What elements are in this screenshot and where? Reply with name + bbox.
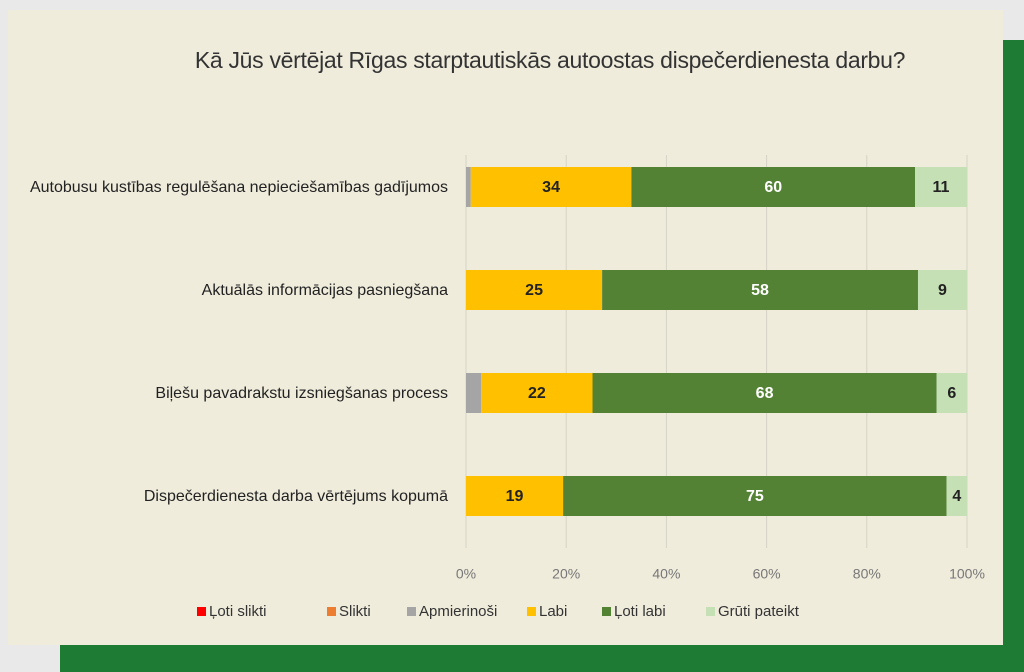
legend-marker [327, 607, 336, 616]
bar-segment [466, 373, 482, 413]
x-tick-label: 80% [853, 566, 881, 582]
data-label: 22 [528, 385, 546, 402]
bar-segment [466, 270, 603, 310]
data-label: 4 [952, 488, 961, 505]
data-label: 9 [938, 282, 947, 299]
category-text: Aktuālās informācijas pasniegšana [201, 281, 448, 299]
bar-segment [466, 476, 564, 516]
legend-label: Slikti [339, 603, 371, 620]
bar-segment [466, 167, 471, 207]
data-label: 75 [746, 488, 764, 505]
legend-label: Ļoti labi [614, 603, 666, 620]
y-tick-label: Autobusu kustības regulēšana nepieciešam… [20, 162, 448, 212]
legend-marker [407, 607, 416, 616]
bar-segment [631, 167, 916, 207]
data-label: 19 [506, 488, 524, 505]
x-tick-label: 0% [456, 566, 476, 582]
x-tick-label: 100% [949, 566, 985, 582]
y-tick-label: Biļešu pavadrakstu izsniegšanas process [20, 368, 448, 418]
data-label: 11 [933, 179, 950, 196]
legend-label: Ļoti slikti [209, 603, 267, 620]
x-tick-label: 60% [753, 566, 781, 582]
data-label: 60 [764, 179, 782, 196]
data-label: 34 [542, 179, 560, 196]
bar-segment [592, 373, 937, 413]
decor [1000, 40, 1024, 672]
decor [60, 640, 1024, 672]
legend-marker [197, 607, 206, 616]
data-label: 25 [525, 282, 543, 299]
bar-segment [915, 167, 967, 207]
bar-segment [946, 476, 967, 516]
data-label: 68 [756, 385, 774, 402]
category-text: Dispečerdienesta darba vērtējums kopumā [143, 487, 448, 505]
bar-segment [602, 270, 918, 310]
legend-marker [706, 607, 715, 616]
category-text: Autobusu kustības regulēšana nepieciešam… [29, 178, 448, 196]
bar-segment [481, 373, 593, 413]
y-tick-label: Aktuālās informācijas pasniegšana [20, 265, 448, 315]
y-tick-label: Dispečerdienesta darba vērtējums kopumā [20, 471, 448, 521]
legend-label: Grūti pateikt [718, 603, 800, 620]
x-tick-label: 20% [552, 566, 580, 582]
legend-marker [527, 607, 536, 616]
legend-label: Labi [539, 603, 567, 620]
x-tick-label: 40% [652, 566, 680, 582]
bar-segment [936, 373, 967, 413]
legend-label: Apmierinoši [419, 603, 497, 620]
bar-segment [917, 270, 967, 310]
chart-title: Kā Jūs vērtējat Rīgas starptautiskās aut… [195, 47, 905, 73]
bar-segment [563, 476, 947, 516]
legend-marker [602, 607, 611, 616]
chart-card [8, 10, 1003, 645]
bar-segment [470, 167, 632, 207]
category-text: Biļešu pavadrakstu izsniegšanas process [155, 384, 448, 402]
data-label: 6 [947, 385, 956, 402]
data-label: 58 [751, 282, 769, 299]
